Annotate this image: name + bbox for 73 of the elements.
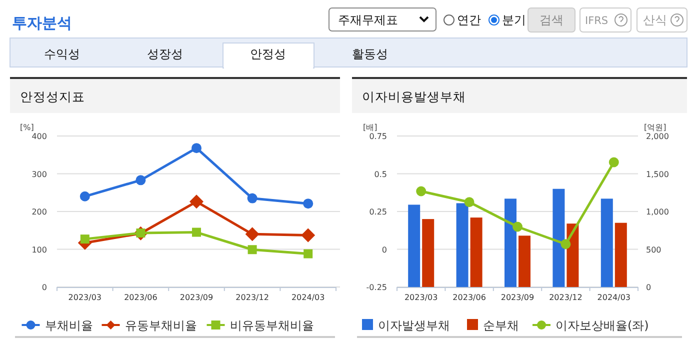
y2-tick-label: 2,000 bbox=[646, 132, 669, 141]
text: 분기 bbox=[502, 13, 526, 27]
point bbox=[416, 186, 426, 196]
x-tick-label: 2023/12 bbox=[236, 293, 269, 302]
point bbox=[192, 228, 201, 237]
x-tick-label: 2023/09 bbox=[500, 293, 534, 302]
bar bbox=[422, 219, 434, 287]
x-tick-label: 2023/12 bbox=[549, 293, 582, 302]
text: 연간 bbox=[457, 13, 481, 27]
y-tick-label: 0 bbox=[42, 283, 47, 292]
point bbox=[512, 222, 522, 232]
point bbox=[247, 193, 258, 204]
bar bbox=[614, 222, 627, 287]
point bbox=[301, 228, 316, 242]
y2-tick-label: 0 bbox=[646, 283, 652, 292]
y-axis-title: [%] bbox=[20, 123, 34, 132]
point bbox=[304, 249, 313, 258]
text: 안정성 bbox=[250, 47, 286, 61]
chart-title: 안정성지표 bbox=[20, 89, 85, 104]
point bbox=[464, 197, 474, 208]
text: 검색 bbox=[540, 13, 564, 27]
legend-label: 비유동부채비율 bbox=[230, 318, 314, 332]
x-tick-label: 2024/03 bbox=[291, 293, 325, 302]
y-tick-label: 300 bbox=[32, 170, 47, 179]
point bbox=[192, 143, 202, 154]
point bbox=[248, 245, 257, 254]
bar bbox=[504, 198, 516, 287]
y-tick-label: 0.75 bbox=[369, 132, 387, 141]
point bbox=[245, 227, 260, 242]
text: 산식 bbox=[643, 13, 667, 27]
y-tick-label: -0.25 bbox=[366, 283, 387, 292]
point bbox=[80, 191, 90, 202]
text: 수익성 bbox=[44, 47, 80, 61]
x-tick-label: 2023/09 bbox=[180, 293, 214, 302]
y2-tick-label: 500 bbox=[646, 245, 662, 254]
y2-axis-title: [억원] bbox=[644, 123, 666, 132]
legend-label: 이자발생부채 bbox=[378, 318, 450, 332]
x-tick-label: 2023/03 bbox=[68, 293, 102, 302]
y2-tick-label: 1,500 bbox=[646, 170, 669, 179]
x-tick-label: 2023/03 bbox=[404, 293, 438, 302]
bar bbox=[408, 204, 420, 287]
point bbox=[136, 175, 146, 186]
y-tick-label: 400 bbox=[32, 132, 47, 141]
point bbox=[190, 194, 204, 209]
point bbox=[608, 157, 619, 168]
y2-tick-label: 1,000 bbox=[646, 208, 669, 216]
y-tick-label: 0.25 bbox=[369, 208, 387, 216]
point bbox=[560, 239, 571, 250]
y-axis-title: [배] bbox=[363, 123, 378, 132]
text: 주재무제표 bbox=[338, 13, 398, 27]
bar bbox=[600, 198, 613, 287]
legend-label: 부채비율 bbox=[44, 318, 93, 332]
text: IFRS bbox=[585, 15, 608, 27]
bar bbox=[470, 218, 482, 287]
bar bbox=[552, 188, 565, 287]
y-tick-label: 0.5 bbox=[374, 170, 387, 179]
y-tick-label: 100 bbox=[32, 245, 47, 254]
point bbox=[80, 234, 90, 244]
text: 투자분석 bbox=[12, 14, 72, 32]
point bbox=[303, 198, 314, 209]
legend-label: 유동부채비율 bbox=[124, 318, 197, 332]
chart-title: 이자비용발생부채 bbox=[362, 89, 466, 104]
legend-label: 순부채 bbox=[483, 318, 519, 332]
legend-label: 이자보상배율(좌) bbox=[556, 318, 649, 332]
text: 성장성 bbox=[147, 47, 183, 61]
text: 활동성 bbox=[352, 47, 388, 61]
bar bbox=[518, 236, 530, 287]
y-tick-label: 0 bbox=[382, 245, 387, 254]
x-tick-label: 2024/03 bbox=[597, 293, 631, 302]
x-tick-label: 2023/06 bbox=[124, 293, 158, 302]
y-tick-label: 200 bbox=[32, 208, 47, 216]
bar bbox=[456, 203, 468, 287]
x-tick-label: 2023/06 bbox=[452, 293, 486, 302]
